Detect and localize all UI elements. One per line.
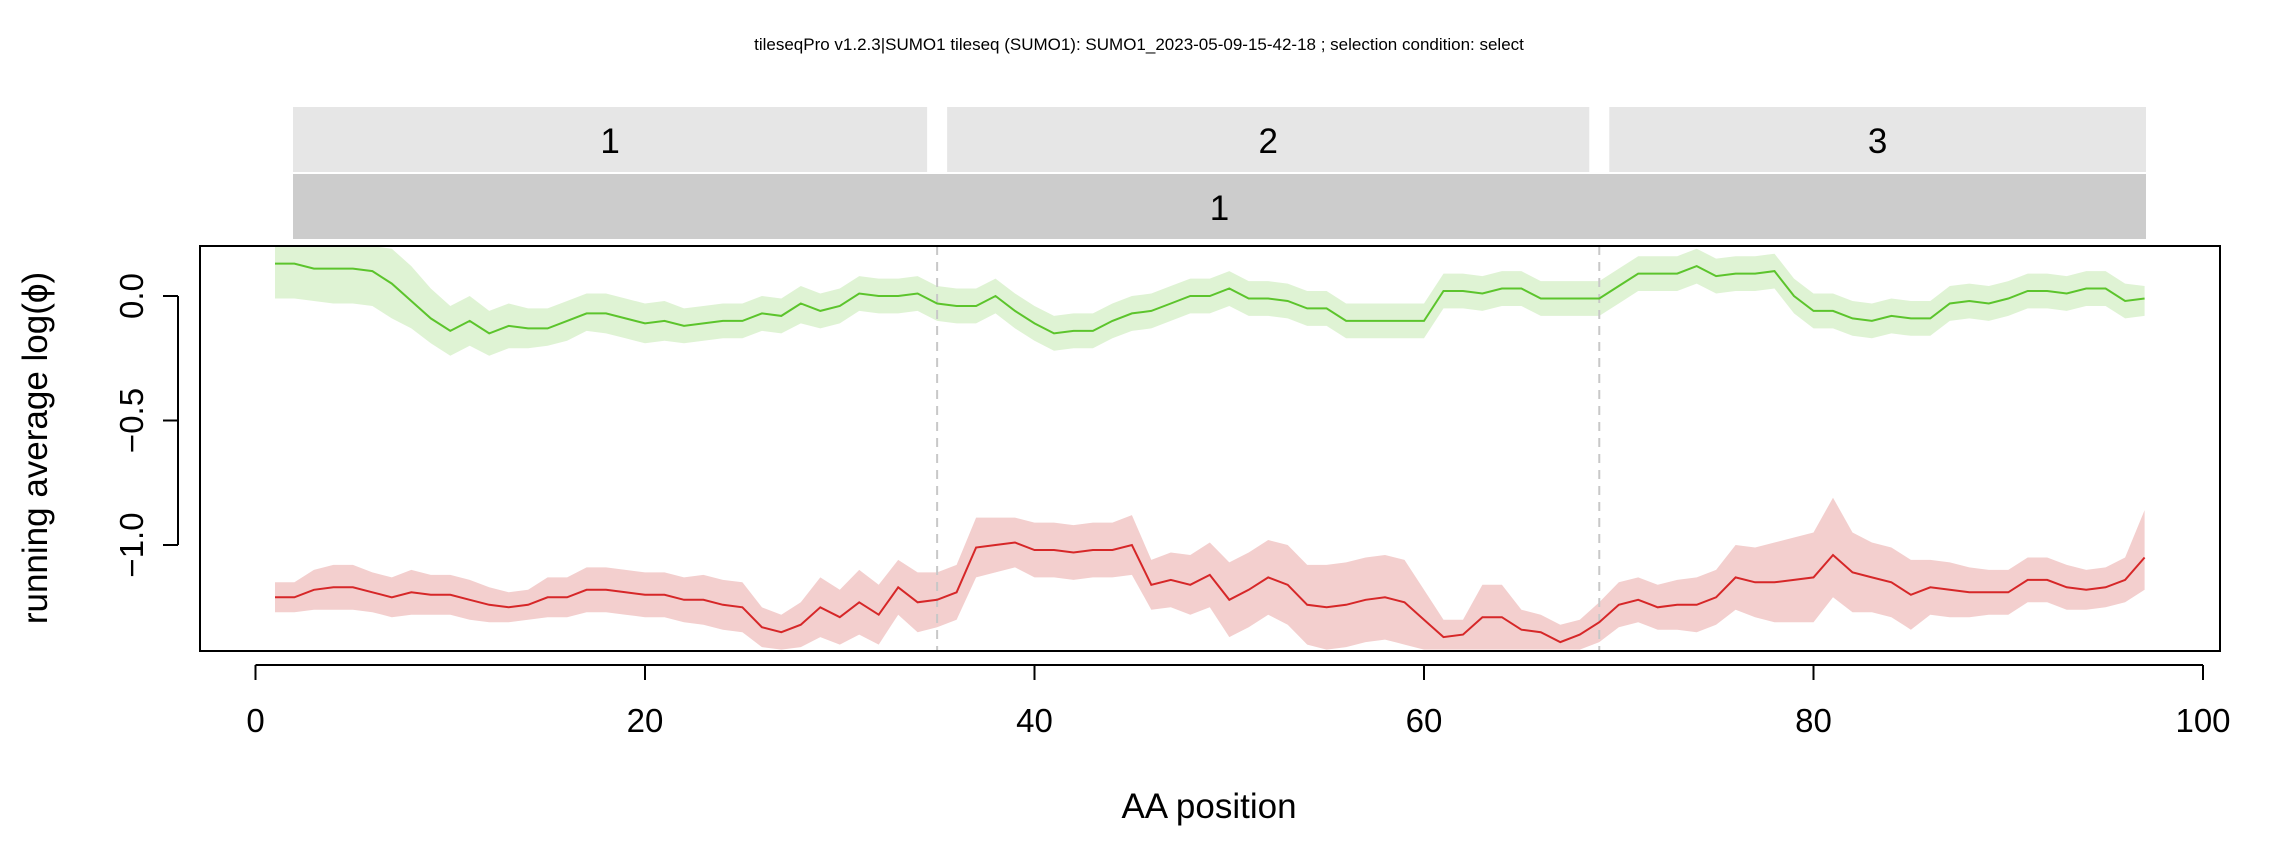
x-tick-label: 80: [1795, 702, 1832, 739]
region-label-2: 2: [1258, 122, 1277, 161]
region-strip-3: [1609, 107, 2146, 172]
y-axis: 0.0 −0.5 −1.0: [113, 273, 179, 578]
x-tick-label: 0: [246, 702, 264, 739]
series-1-line: [275, 262, 2145, 335]
series-1-ci-band: [275, 246, 2145, 356]
tile-strip: [293, 174, 2146, 239]
y-tick-label: −1.0: [113, 512, 150, 577]
plot-frame: [199, 245, 2221, 652]
x-axis-title: AA position: [1121, 787, 1296, 826]
y-tick-label: −0.5: [113, 388, 150, 453]
series-2-line: [275, 541, 2146, 644]
tile-label: 1: [1210, 189, 1229, 228]
x-tick-label: 60: [1406, 702, 1443, 739]
plot-area: [275, 246, 2146, 651]
x-tick-label: 40: [1016, 702, 1053, 739]
x-axis: 0 20 40 60 80 100: [246, 664, 2231, 739]
chart-title: tileseqPro v1.2.3|SUMO1 tileseq (SUMO1):…: [754, 35, 1524, 54]
region-label-3: 3: [1868, 122, 1887, 161]
x-tick-label: 100: [2175, 702, 2230, 739]
x-tick-label: 20: [627, 702, 664, 739]
series-2-ci-band: [275, 497, 2145, 650]
region-strip-2: [947, 107, 1590, 172]
y-axis-title: running average log(ϕ): [16, 272, 55, 624]
region-label-1: 1: [600, 122, 619, 161]
region-strip-1: [293, 107, 928, 172]
y-tick-label: 0.0: [113, 273, 150, 319]
